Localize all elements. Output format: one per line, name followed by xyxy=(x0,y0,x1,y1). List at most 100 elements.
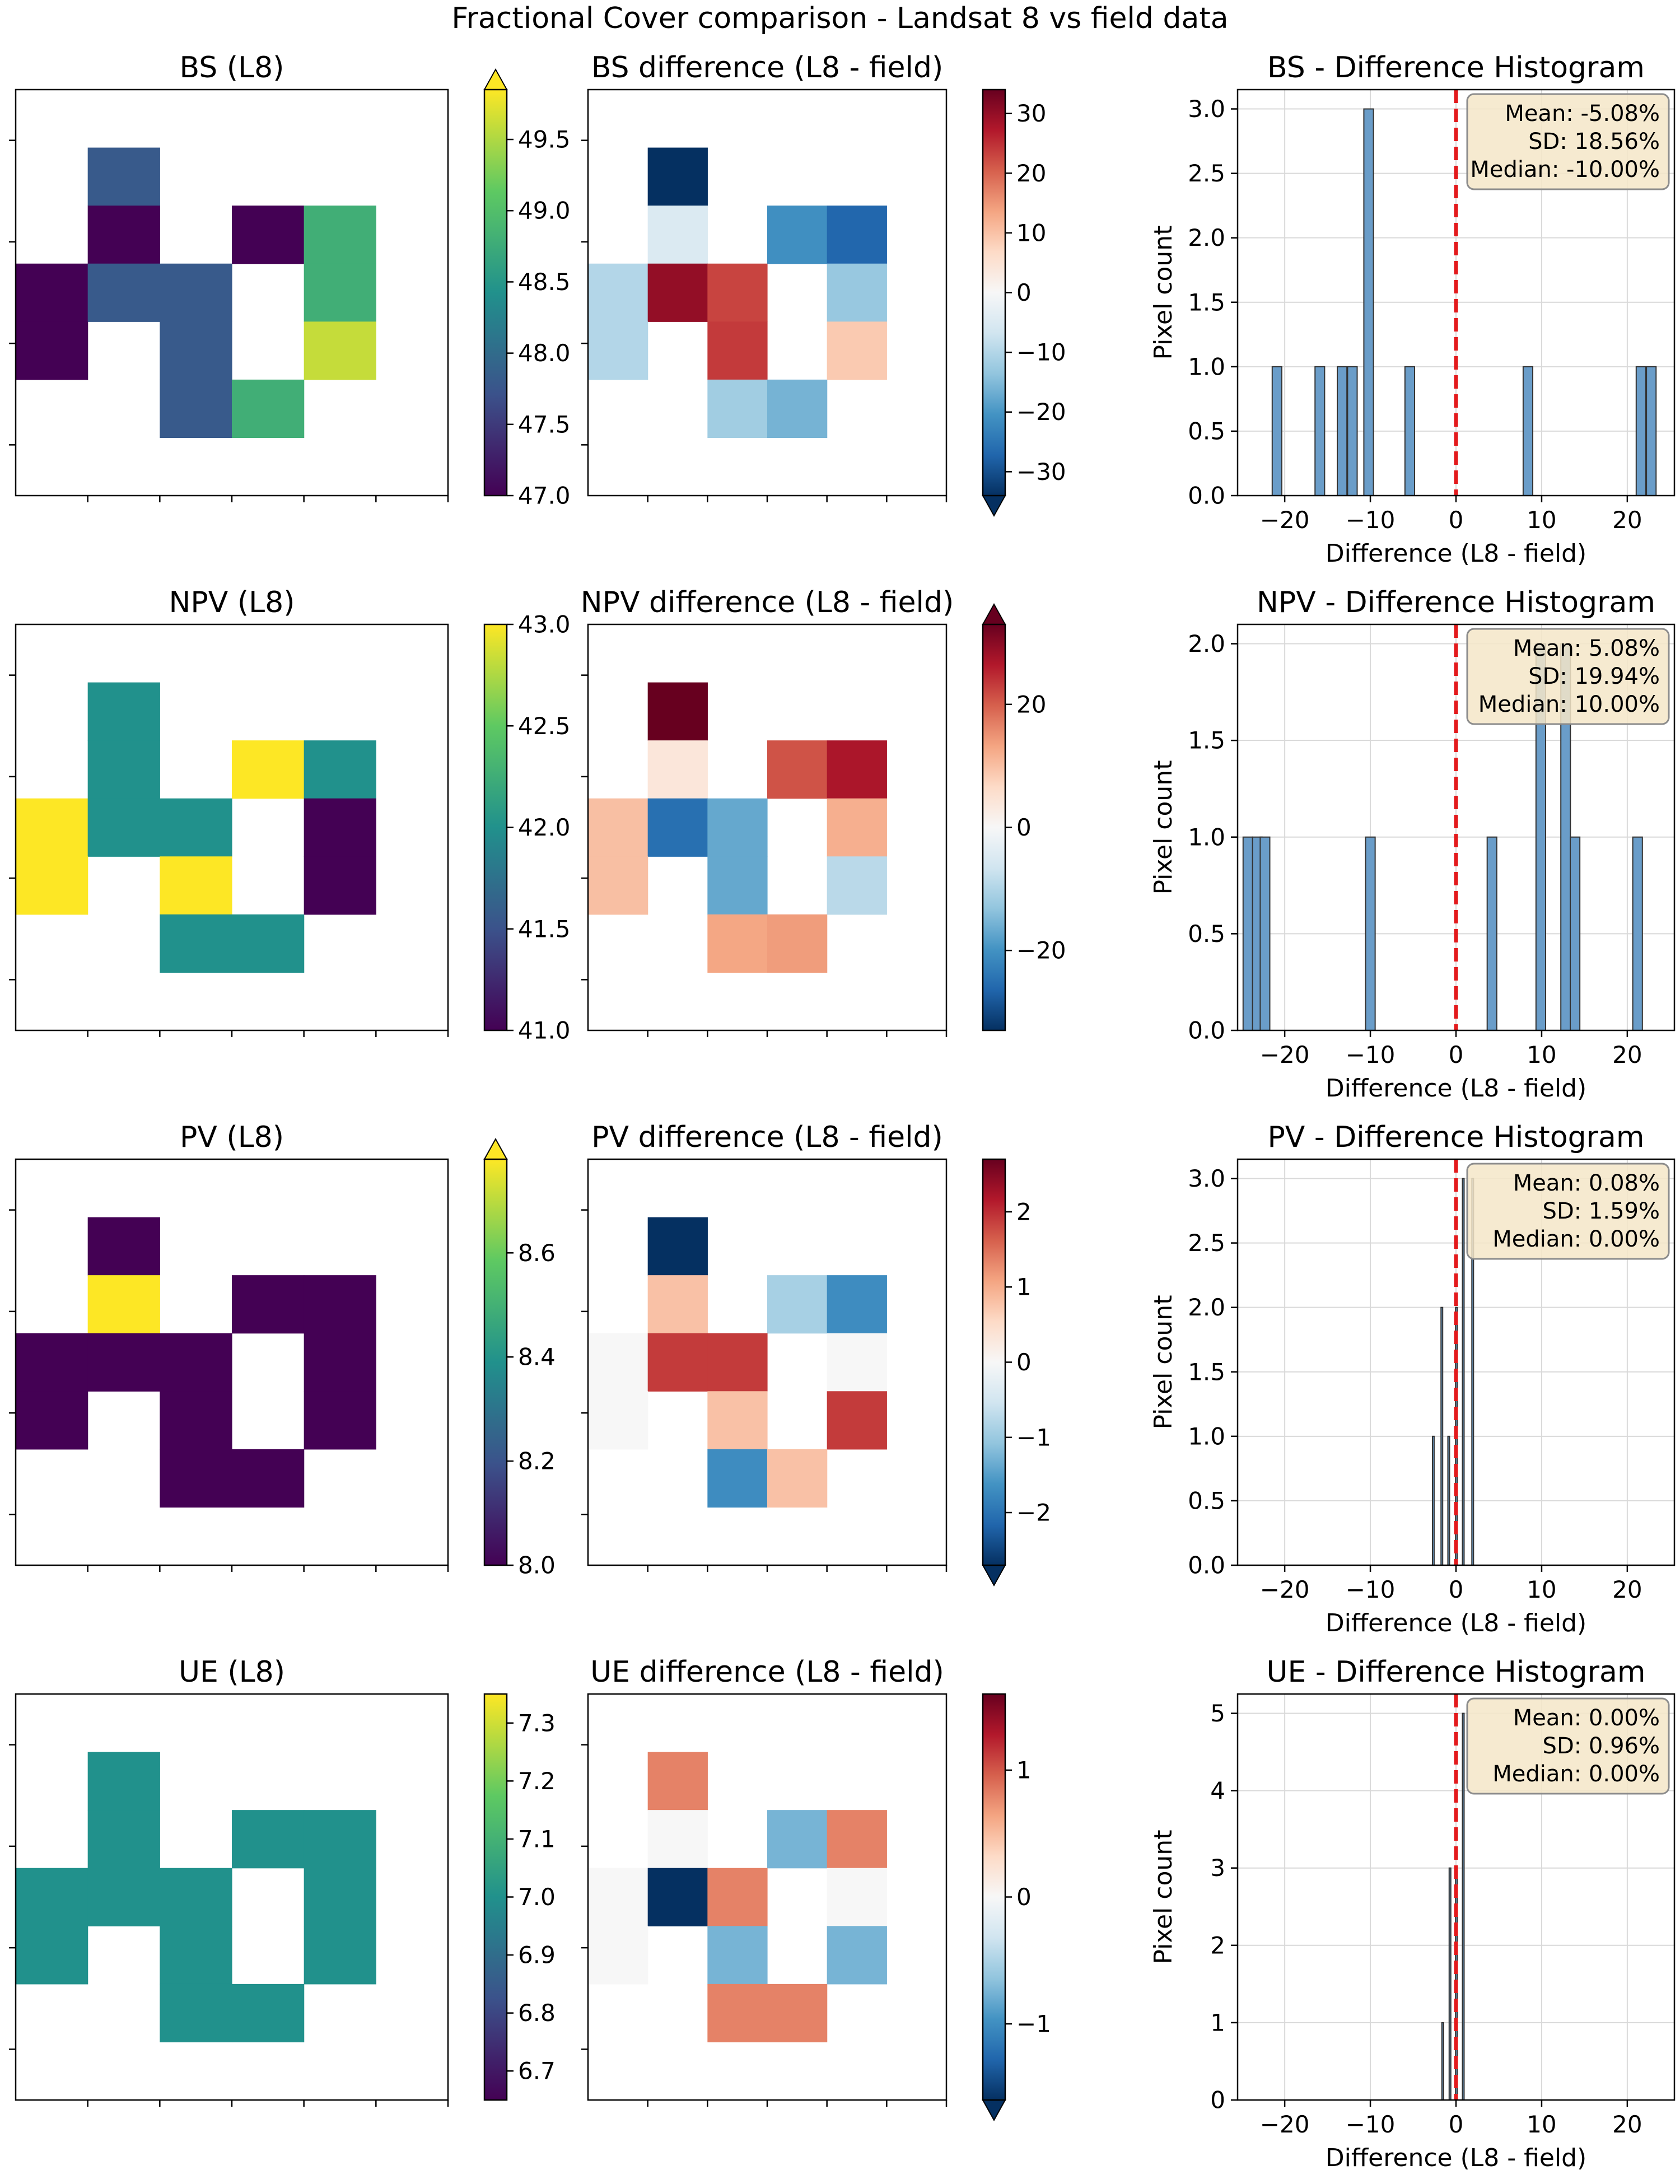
heatmap-cell xyxy=(647,147,708,206)
colorbar-tick-label: 47.0 xyxy=(518,482,571,510)
heatmap-cell xyxy=(707,379,768,438)
colorbar-tick-label: −1 xyxy=(1016,1424,1051,1451)
histogram-panel-8: PV - Difference Histogram −20 −10 0 10 20 0.0 0… xyxy=(1149,1121,1676,1637)
x-tick-label: −20 xyxy=(1260,1576,1310,1603)
heatmap-cell xyxy=(707,321,768,380)
heatmap-cell xyxy=(160,798,232,857)
colorbar-tick-label: 41.0 xyxy=(518,1017,571,1044)
histogram-bar xyxy=(1271,366,1282,496)
colorbar-frame xyxy=(483,1158,508,1566)
heatmap-cell xyxy=(647,263,708,322)
heatmap-cell xyxy=(160,1333,232,1392)
heatmap-cell xyxy=(707,798,768,857)
colorbar xyxy=(983,1159,1005,1565)
y-tick-label: 1 xyxy=(1210,2009,1225,2036)
histogram-panel-5: NPV - Difference Histogram −20 −10 0 10 20 0.0… xyxy=(1149,586,1676,1103)
heatmap-cell xyxy=(827,1868,887,1926)
histogram-bar xyxy=(1570,836,1581,1032)
stats-box xyxy=(1466,1697,1670,1795)
histogram-title: PV - Difference Histogram xyxy=(1267,1121,1644,1154)
heatmap-cell xyxy=(767,740,828,799)
x-tick-label: 10 xyxy=(1527,1041,1556,1068)
colorbar-tick-label: 30 xyxy=(1016,100,1046,127)
heatmap-panel-1: BS difference (L8 - field) −30 −20 −10 0 10 20… xyxy=(581,51,1066,517)
heatmap-cell xyxy=(87,682,160,741)
histogram-bar xyxy=(1632,836,1643,1032)
heatmap-cell xyxy=(16,856,88,915)
y-tick-label: 2 xyxy=(1210,1931,1225,1959)
heatmap-panel-7: PV difference (L8 - field) −2 −1 0 1 2 xyxy=(581,1121,1051,1587)
x-tick-label: 10 xyxy=(1527,2111,1556,2138)
stats-line: SD: 18.56% xyxy=(1528,129,1660,155)
heatmap-cell xyxy=(707,856,768,915)
heatmap-cell xyxy=(827,1333,887,1392)
histogram-bar xyxy=(1404,366,1415,496)
heatmap-cell xyxy=(827,798,887,857)
colorbar-tick-label: −20 xyxy=(1016,398,1066,426)
heatmap-panel-0: BS (L8) 47.0 47.5 48.0 48.5 49.0 49.5 xyxy=(9,51,571,510)
heatmap-panel-3: NPV (L8) 41.0 41.5 42.0 42.5 43.0 xyxy=(9,586,571,1044)
heatmap-cell xyxy=(647,682,708,741)
y-tick-label: 1.5 xyxy=(1188,727,1225,754)
heatmap-cell xyxy=(647,206,708,264)
heatmap-cell xyxy=(827,1810,887,1869)
histogram-bar xyxy=(1337,366,1348,496)
heatmap-cell xyxy=(707,914,768,973)
x-axis-label: Difference (L8 - field) xyxy=(1326,539,1586,568)
heatmap-cell xyxy=(160,1449,232,1508)
colorbar-tick-label: 49.0 xyxy=(518,197,571,225)
colorbar-tick-label: 8.2 xyxy=(518,1448,556,1475)
colorbar-tick-label: 48.5 xyxy=(518,268,571,296)
heatmap-cell xyxy=(304,1868,376,1926)
heatmap-cell xyxy=(304,1810,376,1869)
stats-line: SD: 19.94% xyxy=(1528,664,1660,689)
histogram-bar xyxy=(1431,1435,1435,1566)
colorbar xyxy=(484,90,507,496)
heatmap-cell xyxy=(707,1984,768,2043)
heatmap-cell xyxy=(304,798,376,857)
colorbar-tick-label: 0 xyxy=(1016,279,1032,306)
y-tick-label: 2.0 xyxy=(1188,1294,1225,1321)
heatmap-cell xyxy=(87,1868,160,1926)
heatmap-title: BS difference (L8 - field) xyxy=(591,51,944,85)
heatmap-cell xyxy=(647,1752,708,1810)
heatmap-cell xyxy=(767,914,828,973)
heatmap-cell xyxy=(87,1333,160,1392)
heatmap-cell xyxy=(588,263,648,322)
histogram-bar xyxy=(1365,836,1376,1032)
colorbar-tick-label: 8.0 xyxy=(518,1552,556,1579)
stats-line: Mean: 0.00% xyxy=(1513,1705,1660,1731)
y-tick-label: 3 xyxy=(1210,1854,1225,1882)
colorbar-tick-label: 7.3 xyxy=(518,1709,556,1737)
heatmap-title: BS (L8) xyxy=(180,51,284,85)
colorbar-tick-label: 7.1 xyxy=(518,1825,556,1852)
heatmap-cell xyxy=(232,740,305,799)
stats-line: Mean: 0.08% xyxy=(1513,1170,1660,1196)
colorbar-tick-label: 6.8 xyxy=(518,1999,556,2027)
heatmap-cell xyxy=(16,798,88,857)
histogram-title: BS - Difference Histogram xyxy=(1267,51,1645,85)
heatmap-cell xyxy=(707,1333,768,1392)
colorbar-tick-label: 8.6 xyxy=(518,1239,556,1267)
x-axis-label: Difference (L8 - field) xyxy=(1326,2144,1586,2172)
y-tick-label: 1.5 xyxy=(1188,288,1225,316)
x-tick-label: −20 xyxy=(1260,1041,1310,1068)
heatmap-cell xyxy=(16,263,88,322)
heatmap-cell xyxy=(160,1868,232,1926)
heatmap-cell xyxy=(16,321,88,380)
histogram-panel-11: UE - Difference Histogram −20 −10 0 10 20 0 1 2 3… xyxy=(1149,1655,1676,2172)
heatmap-cell xyxy=(232,1984,305,2043)
heatmap-panel-4: NPV difference (L8 - field) −20 0 20 xyxy=(581,586,1066,1037)
heatmap-cell xyxy=(588,1868,648,1926)
heatmap-cell xyxy=(767,1275,828,1334)
colorbar-tick-label: 0 xyxy=(1016,1348,1032,1376)
colorbar-tick-label: −2 xyxy=(1016,1499,1051,1527)
y-tick-label: 1.0 xyxy=(1188,1422,1225,1450)
y-tick-label: 0.0 xyxy=(1188,482,1225,510)
heatmap-cell xyxy=(160,856,232,915)
heatmap-cell xyxy=(827,740,887,799)
heatmap-cell xyxy=(588,1333,648,1392)
histogram-bar xyxy=(1440,1306,1444,1566)
x-tick-label: 0 xyxy=(1449,2111,1464,2138)
heatmap-panel-6: PV (L8) 8.0 8.2 8.4 8.6 xyxy=(9,1121,556,1579)
